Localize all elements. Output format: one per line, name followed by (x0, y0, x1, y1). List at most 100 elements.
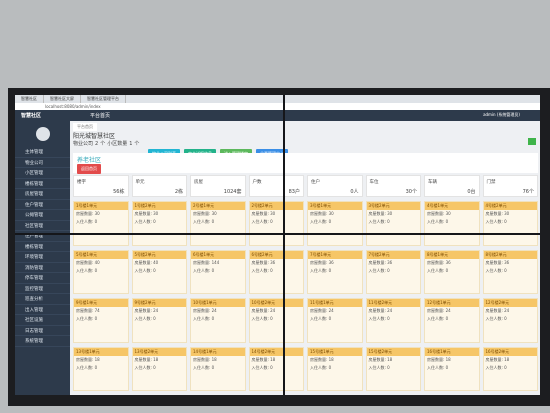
summary-text: 物业公司 (73, 141, 94, 147)
card[interactable]: 14号楼2单元 房屋数量: 18 入住人数: 0 (248, 346, 304, 391)
card-line: 房屋数量: 24 (485, 308, 510, 313)
menu-item[interactable]: 巡查分析 (15, 294, 70, 305)
card-line: 入住人数: 0 (251, 364, 273, 370)
menu-item[interactable]: 住户管理 (15, 200, 70, 210)
card[interactable]: 12号楼2单元 房屋数量: 24 入住人数: 0 (482, 298, 538, 343)
card-line: 入住人数: 0 (310, 219, 332, 224)
menu-item[interactable]: 出入管理 (15, 305, 70, 315)
menu-item[interactable]: 日志管理 (15, 326, 70, 336)
card-line: 房屋数量: 40 (76, 259, 100, 265)
card-line: 入住人数: 0 (427, 267, 449, 273)
card[interactable]: 2号楼2单元 房屋数量: 30 入住人数: 0 (248, 201, 304, 246)
menu-item[interactable]: 主体管理 (15, 147, 70, 158)
card[interactable]: 14号楼1单元 房屋数量: 18 入住人数: 0 (190, 346, 246, 391)
menu-item[interactable]: 系统管理 (15, 336, 70, 347)
card[interactable]: 15号楼1单元 房屋数量: 18 入住人数: 0 (307, 346, 363, 391)
card-line: 入住人数: 0 (134, 267, 156, 273)
card-title: 10号楼1单元 (191, 299, 245, 307)
menu-item[interactable]: 住户管理 (15, 231, 70, 242)
menu-item[interactable]: 物业公司 (15, 158, 70, 168)
menu-item[interactable]: 环境管理 (15, 252, 70, 263)
card-title: 14号楼1单元 (191, 347, 245, 356)
card[interactable]: 16号楼2单元 房屋数量: 18 入住人数: 0 (482, 346, 538, 391)
menu-item[interactable]: 房屋管理 (15, 189, 70, 200)
stat-value: 56栋 (113, 189, 125, 195)
card-line: 房屋数量: 36 (485, 259, 510, 265)
page-title: 阳光城智慧社区 (73, 133, 116, 140)
summary-text: 个 (134, 141, 140, 147)
tab[interactable]: 智慧社区 (15, 95, 44, 103)
card-line: 房屋数量: 144 (193, 259, 220, 265)
card[interactable]: 3号楼2单元 房屋数量: 30 入住人数: 0 (365, 201, 421, 246)
card[interactable]: 4号楼2单元 房屋数量: 30 入住人数: 0 (482, 201, 538, 246)
refresh-button[interactable] (528, 138, 536, 145)
card-line: 房屋数量: 18 (485, 356, 510, 362)
tab[interactable]: 智慧社区大屏 (44, 95, 81, 103)
card[interactable]: 3号楼1单元 房屋数量: 30 入住人数: 0 (307, 201, 363, 246)
stat-box: 门禁 76个 (482, 175, 538, 197)
card[interactable]: 4号楼1单元 房屋数量: 30 入住人数: 0 (424, 201, 480, 246)
card[interactable]: 5号楼2单元 房屋数量: 40 入住人数: 0 (131, 249, 187, 294)
tab[interactable]: 智慧社区管理平台 (81, 95, 126, 103)
card[interactable]: 1号楼1单元 房屋数量: 30 入住人数: 0 (73, 201, 129, 246)
card[interactable]: 5号楼1单元 房屋数量: 40 入住人数: 0 (73, 249, 129, 294)
card[interactable]: 7号楼2单元 房屋数量: 36 入住人数: 0 (365, 249, 421, 294)
card[interactable]: 9号楼1单元 房屋数量: 74 入住人数: 0 (73, 298, 129, 343)
card[interactable]: 13号楼1单元 房屋数量: 18 入住人数: 0 (73, 346, 129, 391)
menu-item[interactable]: 消防管理 (15, 263, 70, 273)
stat-label: 门禁 (486, 180, 496, 185)
card-line: 房屋数量: 36 (368, 259, 393, 265)
card[interactable]: 6号楼1单元 房屋数量: 144 入住人数: 0 (190, 249, 246, 294)
menu-item[interactable]: 小区管理 (15, 168, 70, 179)
card[interactable]: 9号楼2单元 房屋数量: 24 入住人数: 0 (131, 298, 187, 343)
bezel (15, 233, 540, 235)
card[interactable]: 2号楼1单元 房屋数量: 30 入住人数: 0 (190, 201, 246, 246)
menu-item[interactable]: 停车管理 (15, 273, 70, 284)
menu-item[interactable]: 楼栋管理 (15, 179, 70, 189)
menu-item[interactable]: 公摊管理 (15, 210, 70, 221)
card[interactable]: 11号楼2单元 房屋数量: 24 入住人数: 0 (365, 298, 421, 343)
stat-value: 76个 (522, 189, 534, 195)
card-line: 入住人数: 0 (251, 267, 273, 273)
card[interactable]: 10号楼2单元 房屋数量: 24 入住人数: 0 (248, 298, 304, 343)
card-line: 房屋数量: 24 (368, 308, 393, 313)
card-line: 入住人数: 0 (485, 267, 507, 273)
stat-box: 楼宇 56栋 (73, 175, 129, 197)
card-line: 房屋数量: 18 (251, 356, 276, 362)
card[interactable]: 13号楼2单元 房屋数量: 18 入住人数: 0 (131, 346, 187, 391)
card[interactable]: 15号楼2单元 房屋数量: 18 入住人数: 0 (365, 346, 421, 391)
card-line: 入住人数: 0 (193, 364, 215, 370)
card-title: 13号楼1单元 (74, 347, 128, 356)
stat-value: 30个 (405, 189, 417, 195)
card[interactable]: 6号楼2单元 房屋数量: 36 入住人数: 0 (248, 249, 304, 294)
card[interactable]: 7号楼1单元 房屋数量: 36 入住人数: 0 (307, 249, 363, 294)
breadcrumb[interactable]: 平台首页 (73, 123, 97, 131)
nav-item[interactable]: 平台首页 (90, 113, 111, 119)
menu-item[interactable]: 社区设施 (15, 315, 70, 326)
card-line: 房屋数量: 40 (134, 259, 159, 265)
card[interactable]: 8号楼1单元 房屋数量: 36 入住人数: 0 (424, 249, 480, 294)
card-line: 入住人数: 0 (76, 316, 98, 321)
card[interactable]: 16号楼1单元 房屋数量: 18 入住人数: 0 (424, 346, 480, 391)
menu-item[interactable]: 监控管理 (15, 284, 70, 294)
back-button[interactable]: 返回首页 (77, 164, 101, 174)
card-line: 入住人数: 0 (427, 219, 449, 224)
card-line: 入住人数: 0 (193, 219, 215, 224)
card-title: 8号楼1单元 (425, 250, 479, 259)
card[interactable]: 8号楼2单元 房屋数量: 36 入住人数: 0 (482, 249, 538, 294)
card[interactable]: 10号楼1单元 房屋数量: 24 入住人数: 0 (190, 298, 246, 343)
stat-box: 车位 30个 (365, 175, 421, 197)
card-title: 15号楼1单元 (308, 347, 362, 356)
user[interactable]: admin (系统管理员) (483, 112, 520, 117)
menu-item[interactable]: 楼栋管理 (15, 242, 70, 252)
stat-box: 单元 2栋 (131, 175, 187, 197)
menu-item[interactable]: 社区管理 (15, 221, 70, 231)
stat-box: 住户 0人 (307, 175, 363, 197)
card[interactable]: 12号楼1单元 房屋数量: 24 入住人数: 0 (424, 298, 480, 343)
card[interactable]: 11号楼1单元 房屋数量: 24 入住人数: 0 (307, 298, 363, 343)
card[interactable]: 1号楼2单元 房屋数量: 30 入住人数: 0 (131, 201, 187, 246)
card-title: 4号楼2单元 (483, 202, 537, 210)
address-bar[interactable]: localhost:8080/admin/index (15, 103, 540, 110)
card-line: 房屋数量: 30 (134, 211, 159, 216)
avatar-area (15, 121, 70, 147)
